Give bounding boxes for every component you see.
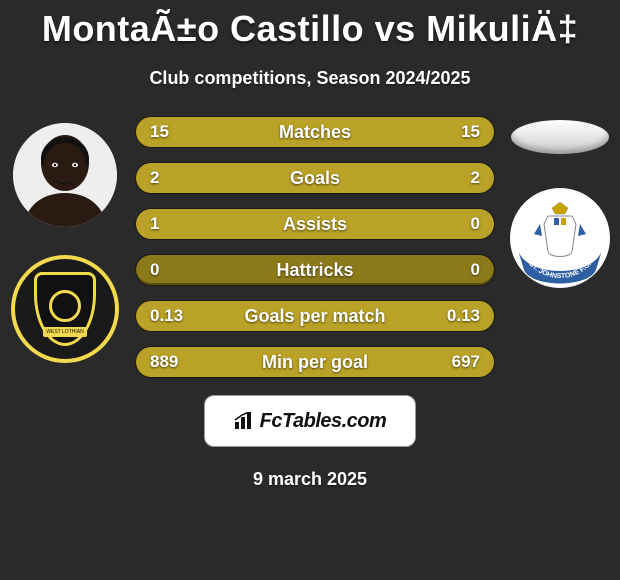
- stat-value-right: 2: [471, 168, 480, 188]
- stat-label: Goals: [290, 168, 340, 189]
- right-column: ST. JOHNSTONE F.C.: [500, 117, 620, 288]
- stat-bar-fill-right: [315, 163, 494, 193]
- footer-brand-text: FcTables.com: [260, 410, 387, 433]
- stat-value-left: 1: [150, 214, 159, 234]
- club-crest-left-banner: WEST LOTHIAN: [43, 327, 87, 337]
- stat-value-left: 15: [150, 122, 169, 142]
- club-crest-left-shield-icon: WEST LOTHIAN: [34, 272, 96, 346]
- stat-value-right: 15: [461, 122, 480, 142]
- stat-value-left: 0.13: [150, 306, 183, 326]
- stat-value-right: 697: [452, 352, 480, 372]
- stat-value-right: 0: [471, 260, 480, 280]
- stat-value-left: 2: [150, 168, 159, 188]
- club-crest-right-icon: ST. JOHNSTONE F.C.: [510, 188, 610, 288]
- stat-bar: 15 Matches 15: [136, 117, 494, 147]
- stat-label: Min per goal: [262, 352, 368, 373]
- footer-attribution-badge: FcTables.com: [204, 395, 416, 447]
- club-crest-right: ST. JOHNSTONE F.C.: [510, 188, 610, 288]
- stat-label: Hattricks: [276, 260, 353, 281]
- bar-chart-icon: [234, 412, 254, 430]
- stat-value-left: 889: [150, 352, 178, 372]
- comparison-content: WEST LOTHIAN 15 Matches 15 2 Goals 2 1 A…: [0, 117, 620, 377]
- stat-bars: 15 Matches 15 2 Goals 2 1 Assists 0 0 Ha…: [130, 117, 500, 377]
- infographic-date: 9 march 2025: [0, 469, 620, 490]
- club-crest-left-ring-icon: [49, 290, 81, 322]
- stat-label: Goals per match: [244, 306, 385, 327]
- page-title: MontaÃ±o Castillo vs MikuliÄ‡: [0, 0, 620, 50]
- stat-bar: 1 Assists 0: [136, 209, 494, 239]
- player-silhouette-icon: [13, 123, 117, 227]
- stat-value-left: 0: [150, 260, 159, 280]
- left-column: WEST LOTHIAN: [0, 117, 130, 363]
- player-photo-left: [13, 123, 117, 227]
- stat-value-right: 0.13: [447, 306, 480, 326]
- stat-bar: 0.13 Goals per match 0.13: [136, 301, 494, 331]
- stat-value-right: 0: [471, 214, 480, 234]
- page-subtitle: Club competitions, Season 2024/2025: [0, 68, 620, 89]
- stat-label: Assists: [283, 214, 347, 235]
- stat-bar-fill-left: [136, 163, 315, 193]
- stat-label: Matches: [279, 122, 351, 143]
- stat-bar: 0 Hattricks 0: [136, 255, 494, 285]
- stat-bar: 889 Min per goal 697: [136, 347, 494, 377]
- club-crest-left: WEST LOTHIAN: [11, 255, 119, 363]
- stat-bar: 2 Goals 2: [136, 163, 494, 193]
- player-photo-right-placeholder: [511, 120, 609, 154]
